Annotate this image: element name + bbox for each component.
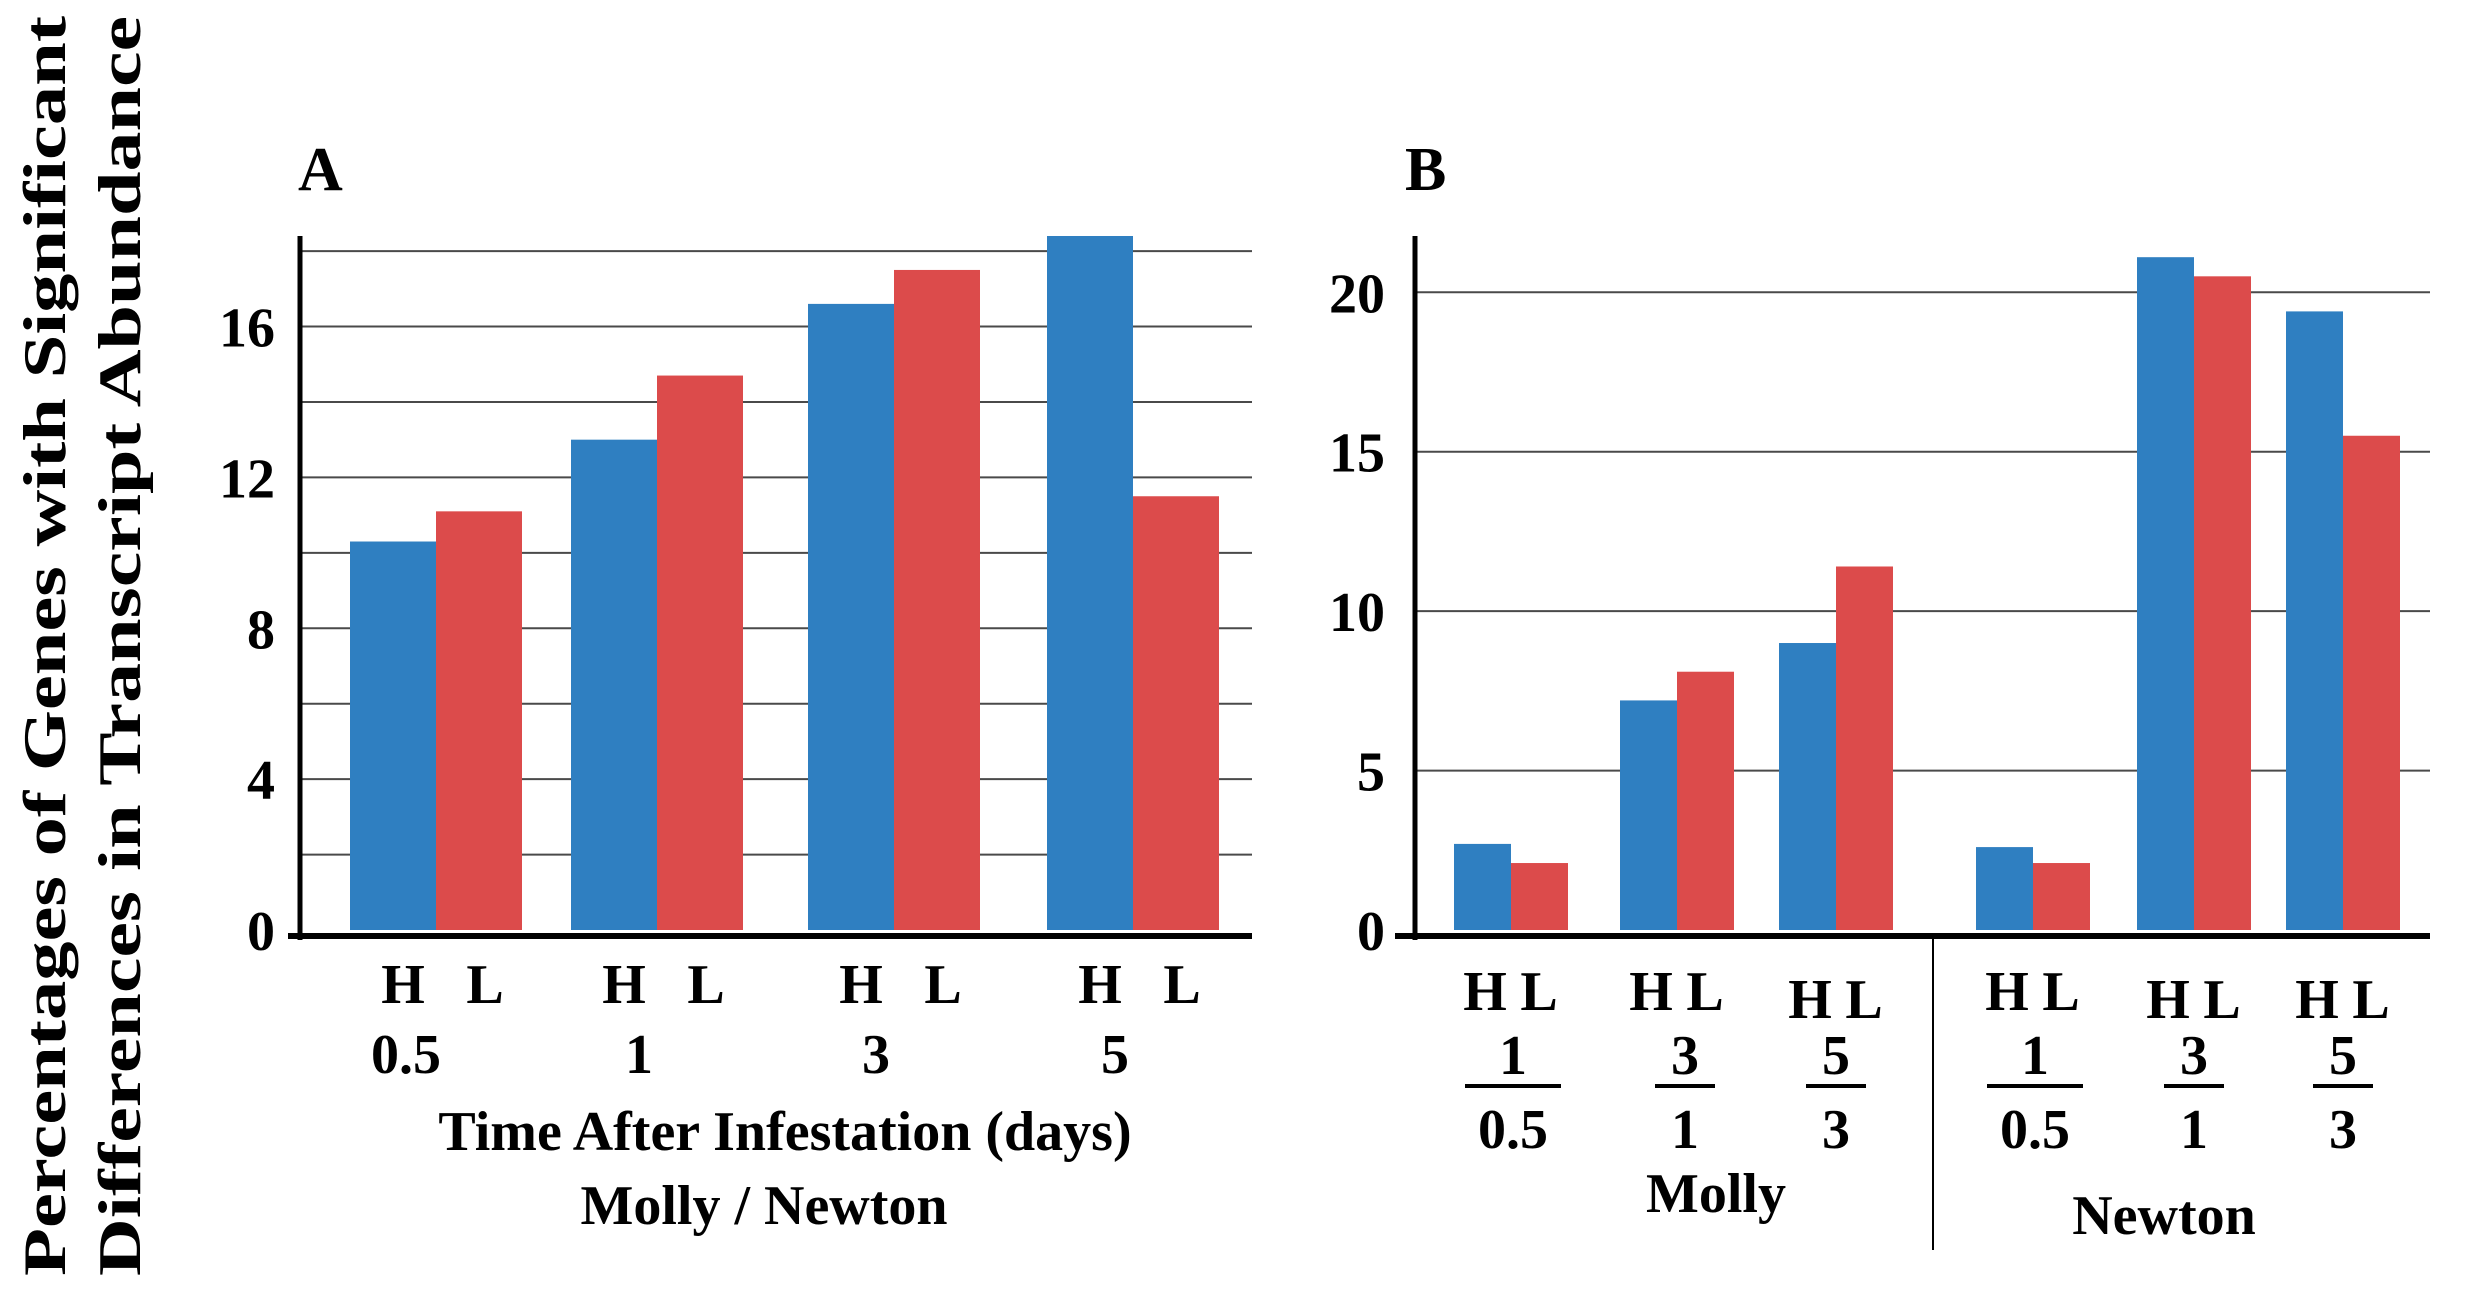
panel-b-group-label-newton: Newton xyxy=(2072,1185,2256,1247)
panel-b-bar-H-1 xyxy=(1454,843,1511,930)
panel-b-ratio-numerator: 1 xyxy=(2021,1025,2049,1087)
panel-b-ratio-numerator: 5 xyxy=(2329,1025,2357,1087)
panel-a-category-label: 1 xyxy=(625,1024,653,1086)
panel-a-category-label: 3 xyxy=(862,1024,890,1086)
panel-b-bar-H-4 xyxy=(1976,847,2033,930)
panel-a-bar-H-1 xyxy=(571,439,657,930)
panel-b-series-label-L: L xyxy=(1686,961,1723,1023)
panel-b-ratio-numerator: 3 xyxy=(2180,1025,2208,1087)
panel-a-series-label-L: L xyxy=(687,954,724,1016)
panel-b-series-label-H: H xyxy=(1629,961,1673,1023)
panel-a-bars xyxy=(350,236,1219,931)
panel-a-y-tick-label: 4 xyxy=(247,750,275,812)
panel-b-ratio-numerator: 1 xyxy=(1499,1025,1527,1087)
panel-a-y-tick-label: 0 xyxy=(247,901,275,963)
y-axis-title-line2: Differences in Transcript Abundance xyxy=(87,16,153,1276)
y-axis-title-line1: Percentages of Genes with Significant xyxy=(12,16,78,1276)
panel-b-ratio-denominator: 0.5 xyxy=(2000,1099,2070,1161)
panel-b-bar-H-6 xyxy=(2286,311,2343,930)
panel-a-bar-H-0.5 xyxy=(350,541,436,930)
panel-b-series-label-H: H xyxy=(1985,961,2029,1023)
panel-b-bars xyxy=(1454,257,2400,930)
panel-b-series-label-H: H xyxy=(1788,969,1832,1031)
panel-b-series-label-L: L xyxy=(2352,969,2389,1031)
panel-a-series-label-L: L xyxy=(924,954,961,1016)
panel-b-bar-L-5 xyxy=(2194,276,2251,930)
panel-b-ratio-denominator: 1 xyxy=(2180,1099,2208,1161)
panel-a-y-tick-labels: 0 4 8 12 16 xyxy=(219,298,275,963)
panel-a-series-label-L: L xyxy=(1163,954,1200,1016)
panel-a-bar-L-0.5 xyxy=(436,511,522,930)
panel-b-ratio-denominator: 0.5 xyxy=(1478,1099,1548,1161)
panel-a-x-axis-title: Time After Infestation (days) xyxy=(438,1101,1131,1163)
panel-b-bar-L-1 xyxy=(1511,863,1568,930)
panel-b-series-label-H: H xyxy=(2295,969,2339,1031)
panel-b-ratio-denominator: 3 xyxy=(1822,1099,1850,1161)
panel-b-series-label-L: L xyxy=(1520,961,1557,1023)
panel-b-bar-L-4 xyxy=(2033,863,2090,930)
panel-b-y-tick-label: 20 xyxy=(1329,263,1385,325)
panel-a-series-label-H: H xyxy=(839,954,883,1016)
panel-b-bar-H-2 xyxy=(1620,700,1677,930)
panel-b-ratio-numerator: 5 xyxy=(1822,1025,1850,1087)
panel-a-x-tick-labels: H L0.5H L1H L3H L5 xyxy=(371,954,1201,1086)
panel-b-group-label-molly: Molly xyxy=(1646,1163,1786,1225)
panel-b-series-label-H: H xyxy=(2146,969,2190,1031)
panel-a-bar-H-3 xyxy=(808,303,894,930)
panel-b-series-label-L: L xyxy=(2042,961,2079,1023)
panel-b-y-tick-labels: 0 5 10 15 20 xyxy=(1329,263,1385,963)
panel-a-label: A xyxy=(298,136,343,204)
panel-a-category-label: 5 xyxy=(1101,1024,1129,1086)
panel-b-bar-L-6 xyxy=(2343,435,2400,930)
panel-a-x-axis-subtitle: Molly / Newton xyxy=(580,1175,947,1237)
panel-b-ratio-numerator: 3 xyxy=(1671,1025,1699,1087)
panel-a-bar-L-1 xyxy=(657,375,743,931)
panel-b-bar-L-3 xyxy=(1836,566,1893,930)
panel-a-y-tick-label: 8 xyxy=(247,599,275,661)
panel-a-series-label-H: H xyxy=(381,954,425,1016)
panel-a-y-tick-label: 12 xyxy=(219,448,275,510)
panel-a-bar-H-5 xyxy=(1047,236,1133,930)
panel-b-bar-L-2 xyxy=(1677,671,1734,930)
y-axis-title: Percentages of Genes with Significant Di… xyxy=(12,16,153,1276)
panel-b-bar-H-5 xyxy=(2137,257,2194,930)
panel-a-bar-L-3 xyxy=(894,269,980,930)
panel-b-ratio-denominator: 3 xyxy=(2329,1099,2357,1161)
panel-a-category-label: 0.5 xyxy=(371,1024,441,1086)
panel-a-bar-L-5 xyxy=(1133,496,1219,930)
panel-b-y-tick-label: 0 xyxy=(1357,901,1385,963)
panel-b-label: B xyxy=(1405,136,1446,204)
panel-b-series-label-L: L xyxy=(2203,969,2240,1031)
panel-b-gridlines xyxy=(1415,291,2430,772)
panel-b-y-tick-label: 5 xyxy=(1357,742,1385,804)
panel-b-axes xyxy=(1395,236,2430,940)
panel-a-axes xyxy=(288,236,1252,940)
panel-b-y-tick-label: 15 xyxy=(1329,423,1385,485)
panel-a-y-tick-label: 16 xyxy=(219,298,275,360)
panel-a-series-label-L: L xyxy=(466,954,503,1016)
panel-b-series-label-H: H xyxy=(1463,961,1507,1023)
panel-b-bar-H-3 xyxy=(1779,643,1836,930)
panel-b-series-label-L: L xyxy=(1845,969,1882,1031)
panel-b-y-tick-label: 10 xyxy=(1329,582,1385,644)
panel-a-series-label-H: H xyxy=(602,954,646,1016)
panel-a-series-label-H: H xyxy=(1078,954,1122,1016)
panel-b-ratio-denominator: 1 xyxy=(1671,1099,1699,1161)
